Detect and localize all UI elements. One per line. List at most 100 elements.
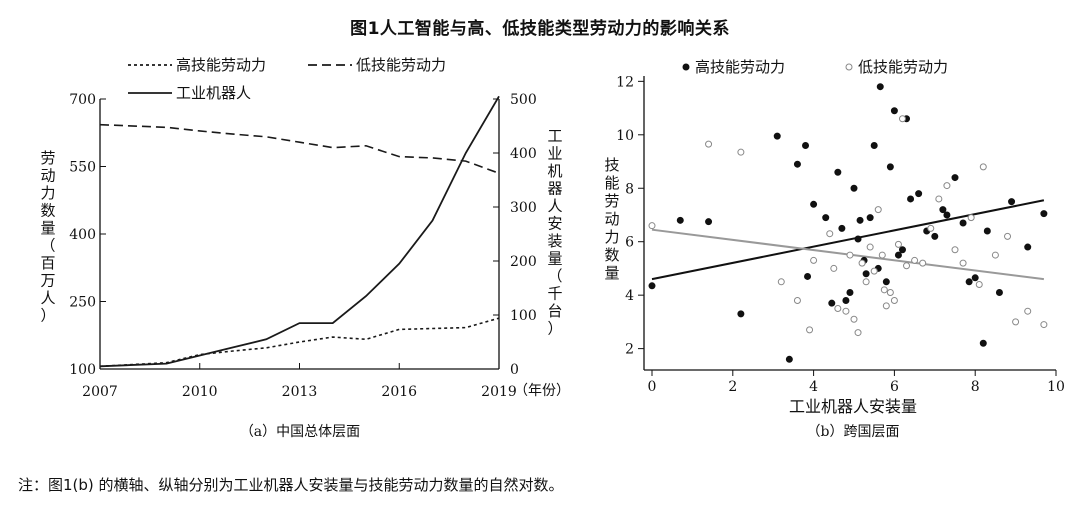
- point-low-skill: [935, 195, 943, 203]
- label-char: ）: [547, 320, 562, 338]
- left-tick-label: 700: [69, 92, 96, 108]
- point-high-skill: [854, 235, 862, 243]
- point-low-skill: [911, 256, 919, 264]
- point-high-skill: [890, 107, 898, 115]
- point-high-skill: [856, 216, 864, 224]
- point-low-skill: [894, 240, 902, 248]
- x-tick-label: 10: [1047, 379, 1065, 395]
- legend-marker: [682, 63, 690, 71]
- point-high-skill: [822, 214, 830, 222]
- point-low-skill: [737, 148, 745, 156]
- series-line-dotted: [99, 317, 500, 368]
- left-tick-label: 400: [69, 227, 96, 243]
- y-tick-label: 4: [625, 288, 634, 304]
- x-tick-label: 2013: [282, 384, 318, 400]
- legend-label: 高技能劳动力: [176, 56, 266, 74]
- point-low-skill: [927, 224, 935, 232]
- right-tick-label: 400: [510, 146, 537, 162]
- point-high-skill: [894, 251, 902, 259]
- point-low-skill: [826, 230, 834, 238]
- point-low-skill: [874, 206, 882, 214]
- label-char: 量: [604, 264, 619, 282]
- legend-label: 工业机器人: [176, 84, 251, 102]
- point-low-skill: [806, 326, 814, 334]
- point-low-skill: [830, 264, 838, 272]
- x-tick-label: 2016: [381, 384, 417, 400]
- label-char: 万: [40, 272, 55, 290]
- panel-b-caption: （b）跨国层面: [807, 424, 900, 440]
- point-low-skill: [886, 288, 894, 296]
- point-high-skill: [802, 141, 810, 149]
- y-tick-label: 10: [616, 128, 634, 144]
- legend-label: 低技能劳动力: [858, 58, 948, 76]
- point-low-skill: [880, 286, 888, 294]
- series-line-dashed: [99, 123, 500, 175]
- point-low-skill: [975, 280, 983, 288]
- label-char: 业: [547, 145, 562, 163]
- point-low-skill: [903, 262, 911, 270]
- point-low-skill: [870, 267, 878, 275]
- right-tick-label: 0: [510, 362, 519, 378]
- point-high-skill: [850, 184, 858, 192]
- left-tick-label: 100: [69, 362, 96, 378]
- label-char: 装: [547, 232, 562, 250]
- point-high-skill: [737, 310, 745, 318]
- panel-b-xlabel: 工业机器人安装量: [789, 397, 917, 416]
- panel-a-series: [99, 95, 500, 368]
- label-char: 安: [547, 215, 562, 233]
- point-high-skill: [870, 141, 878, 149]
- point-low-skill: [854, 329, 862, 337]
- left-tick-label: 250: [69, 295, 96, 311]
- label-char: 动: [604, 210, 619, 228]
- point-low-skill: [1012, 318, 1020, 326]
- point-low-skill: [959, 259, 967, 267]
- right-tick-label: 300: [510, 200, 537, 216]
- label-char: 动: [40, 167, 55, 185]
- point-high-skill: [785, 355, 793, 363]
- x-tick-label: 8: [971, 379, 980, 395]
- label-char: 数: [40, 202, 55, 220]
- point-low-skill: [878, 251, 886, 259]
- point-low-skill: [882, 302, 890, 310]
- point-high-skill: [1040, 210, 1048, 218]
- point-low-skill: [1004, 232, 1012, 240]
- point-high-skill: [773, 132, 781, 140]
- point-high-skill: [876, 83, 884, 91]
- point-high-skill: [862, 270, 870, 278]
- point-high-skill: [676, 216, 684, 224]
- footnote: 注：图1(b) 的横轴、纵轴分别为工业机器人安装量与技能劳动力数量的自然对数。: [18, 476, 564, 494]
- point-high-skill: [971, 274, 979, 282]
- point-high-skill: [834, 168, 842, 176]
- panel-a-ylabel-left: 劳动力数量（百万人）: [40, 149, 55, 325]
- point-low-skill: [951, 246, 959, 254]
- x-tick-label: 2: [728, 379, 737, 395]
- panel-a-x-unit: （年份）: [514, 383, 570, 399]
- label-char: 数: [604, 246, 619, 264]
- point-low-skill: [991, 251, 999, 259]
- point-low-skill: [967, 214, 975, 222]
- point-low-skill: [705, 140, 713, 148]
- x-tick-label: 2007: [82, 384, 118, 400]
- x-tick-label: 0: [648, 379, 657, 395]
- point-high-skill: [915, 190, 923, 198]
- point-low-skill: [850, 315, 858, 323]
- point-high-skill: [943, 211, 951, 219]
- point-high-skill: [907, 195, 915, 203]
- label-char: 人: [547, 197, 562, 215]
- right-tick-label: 500: [510, 92, 537, 108]
- point-high-skill: [983, 227, 991, 235]
- label-char: ）: [40, 307, 55, 325]
- point-high-skill: [838, 224, 846, 232]
- point-high-skill: [886, 163, 894, 171]
- left-tick-label: 550: [69, 160, 96, 176]
- point-low-skill: [777, 278, 785, 286]
- point-high-skill: [804, 272, 812, 280]
- label-char: 千: [547, 285, 562, 303]
- point-high-skill: [828, 299, 836, 307]
- point-high-skill: [1024, 243, 1032, 251]
- point-high-skill: [648, 282, 656, 290]
- point-high-skill: [931, 232, 939, 240]
